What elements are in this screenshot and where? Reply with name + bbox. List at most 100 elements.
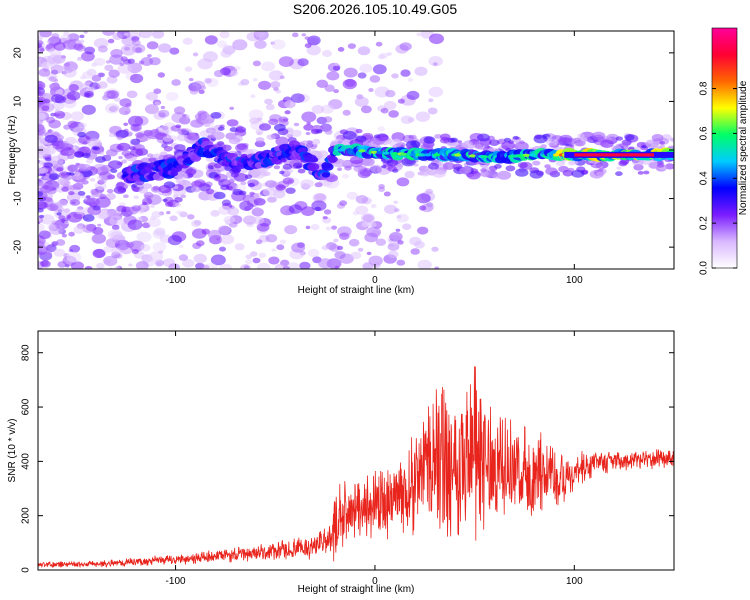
noise-blob xyxy=(69,199,81,206)
noise-blob xyxy=(432,62,438,66)
noise-blob xyxy=(591,131,606,141)
noise-blob xyxy=(174,197,183,203)
noise-blob xyxy=(182,37,193,45)
noise-blob xyxy=(325,226,332,231)
noise-blob xyxy=(38,201,48,209)
snr-line xyxy=(38,366,674,569)
noise-blob xyxy=(228,136,241,145)
noise-blob xyxy=(38,96,47,105)
noise-blob xyxy=(213,70,224,78)
noise-blob xyxy=(350,251,362,260)
noise-blob xyxy=(337,47,345,52)
noise-blob xyxy=(391,73,399,79)
noise-blob xyxy=(338,232,350,240)
noise-blob xyxy=(254,39,267,49)
noise-blob xyxy=(180,194,187,199)
noise-blob xyxy=(131,39,141,46)
noise-blob xyxy=(79,39,85,44)
noise-blob xyxy=(360,213,376,224)
noise-blob xyxy=(384,204,398,214)
noise-blob xyxy=(428,98,434,103)
noise-blob xyxy=(409,134,417,140)
noise-blob xyxy=(210,210,220,217)
noise-blob xyxy=(97,223,102,227)
noise-blob xyxy=(55,239,66,246)
noise-blob xyxy=(194,112,208,121)
noise-blob xyxy=(106,209,121,218)
noise-blob xyxy=(119,98,132,107)
noise-blob xyxy=(68,84,79,92)
noise-blob xyxy=(111,247,122,255)
noise-blob xyxy=(226,119,239,127)
y-tick-label: 200 xyxy=(21,507,32,524)
noise-blob xyxy=(425,188,434,195)
noise-blob xyxy=(343,67,358,78)
noise-blob xyxy=(323,116,333,123)
noise-blob xyxy=(204,123,211,127)
noise-blob xyxy=(244,174,253,179)
noise-blob xyxy=(439,137,450,144)
noise-blob xyxy=(227,207,240,216)
noise-blob xyxy=(326,71,340,81)
noise-blob xyxy=(618,160,628,167)
noise-blob xyxy=(73,225,85,234)
noise-blob xyxy=(359,63,373,73)
noise-blob xyxy=(48,119,61,129)
bottom-plot-frame xyxy=(37,330,675,571)
noise-blob xyxy=(274,263,286,269)
noise-blob xyxy=(86,158,94,164)
noise-blob xyxy=(276,244,285,251)
noise-blob xyxy=(145,95,151,99)
noise-blob xyxy=(74,151,85,158)
noise-blob xyxy=(322,216,328,220)
noise-blob xyxy=(249,191,255,196)
noise-blob xyxy=(669,137,674,142)
noise-blob xyxy=(223,179,231,185)
noise-blob xyxy=(204,78,212,84)
y-tick-label: 0 xyxy=(13,147,24,153)
noise-blob xyxy=(91,74,102,82)
noise-blob xyxy=(118,106,131,116)
noise-blob xyxy=(388,110,399,118)
noise-blob xyxy=(92,205,101,211)
noise-blob xyxy=(494,164,502,169)
noise-blob xyxy=(175,124,182,129)
noise-blob xyxy=(252,78,258,82)
noise-blob xyxy=(118,156,123,160)
noise-blob xyxy=(48,173,60,181)
noise-blob xyxy=(397,98,405,104)
noise-blob xyxy=(182,113,187,118)
noise-blob xyxy=(76,179,86,185)
noise-blob xyxy=(305,131,311,136)
noise-blob xyxy=(220,49,232,58)
ridge-blob xyxy=(321,162,334,171)
noise-blob xyxy=(616,166,622,170)
noise-blob xyxy=(130,138,141,145)
noise-blob xyxy=(106,90,119,99)
noise-blob xyxy=(355,205,369,215)
noise-blob xyxy=(643,170,650,175)
noise-blob xyxy=(355,128,363,134)
noise-blob xyxy=(120,44,136,56)
colorbar-tick-label: 0.0 xyxy=(699,261,710,275)
noise-blob xyxy=(331,225,337,230)
noise-blob xyxy=(480,168,487,173)
noise-blob xyxy=(138,60,145,65)
noise-blob xyxy=(416,32,422,37)
noise-blob xyxy=(154,101,160,106)
noise-blob xyxy=(324,84,335,92)
noise-blob xyxy=(38,91,44,97)
noise-blob xyxy=(97,81,108,89)
noise-blob xyxy=(201,264,210,269)
noise-blob xyxy=(459,166,472,175)
noise-blob xyxy=(40,260,49,267)
noise-blob xyxy=(38,40,44,46)
noise-blob xyxy=(219,31,230,39)
noise-blob xyxy=(240,181,247,186)
noise-blob xyxy=(176,133,189,142)
noise-blob xyxy=(245,259,253,265)
ridge-peak xyxy=(574,153,654,157)
noise-blob xyxy=(270,81,281,89)
noise-blob xyxy=(38,221,41,225)
noise-blob xyxy=(127,219,143,231)
